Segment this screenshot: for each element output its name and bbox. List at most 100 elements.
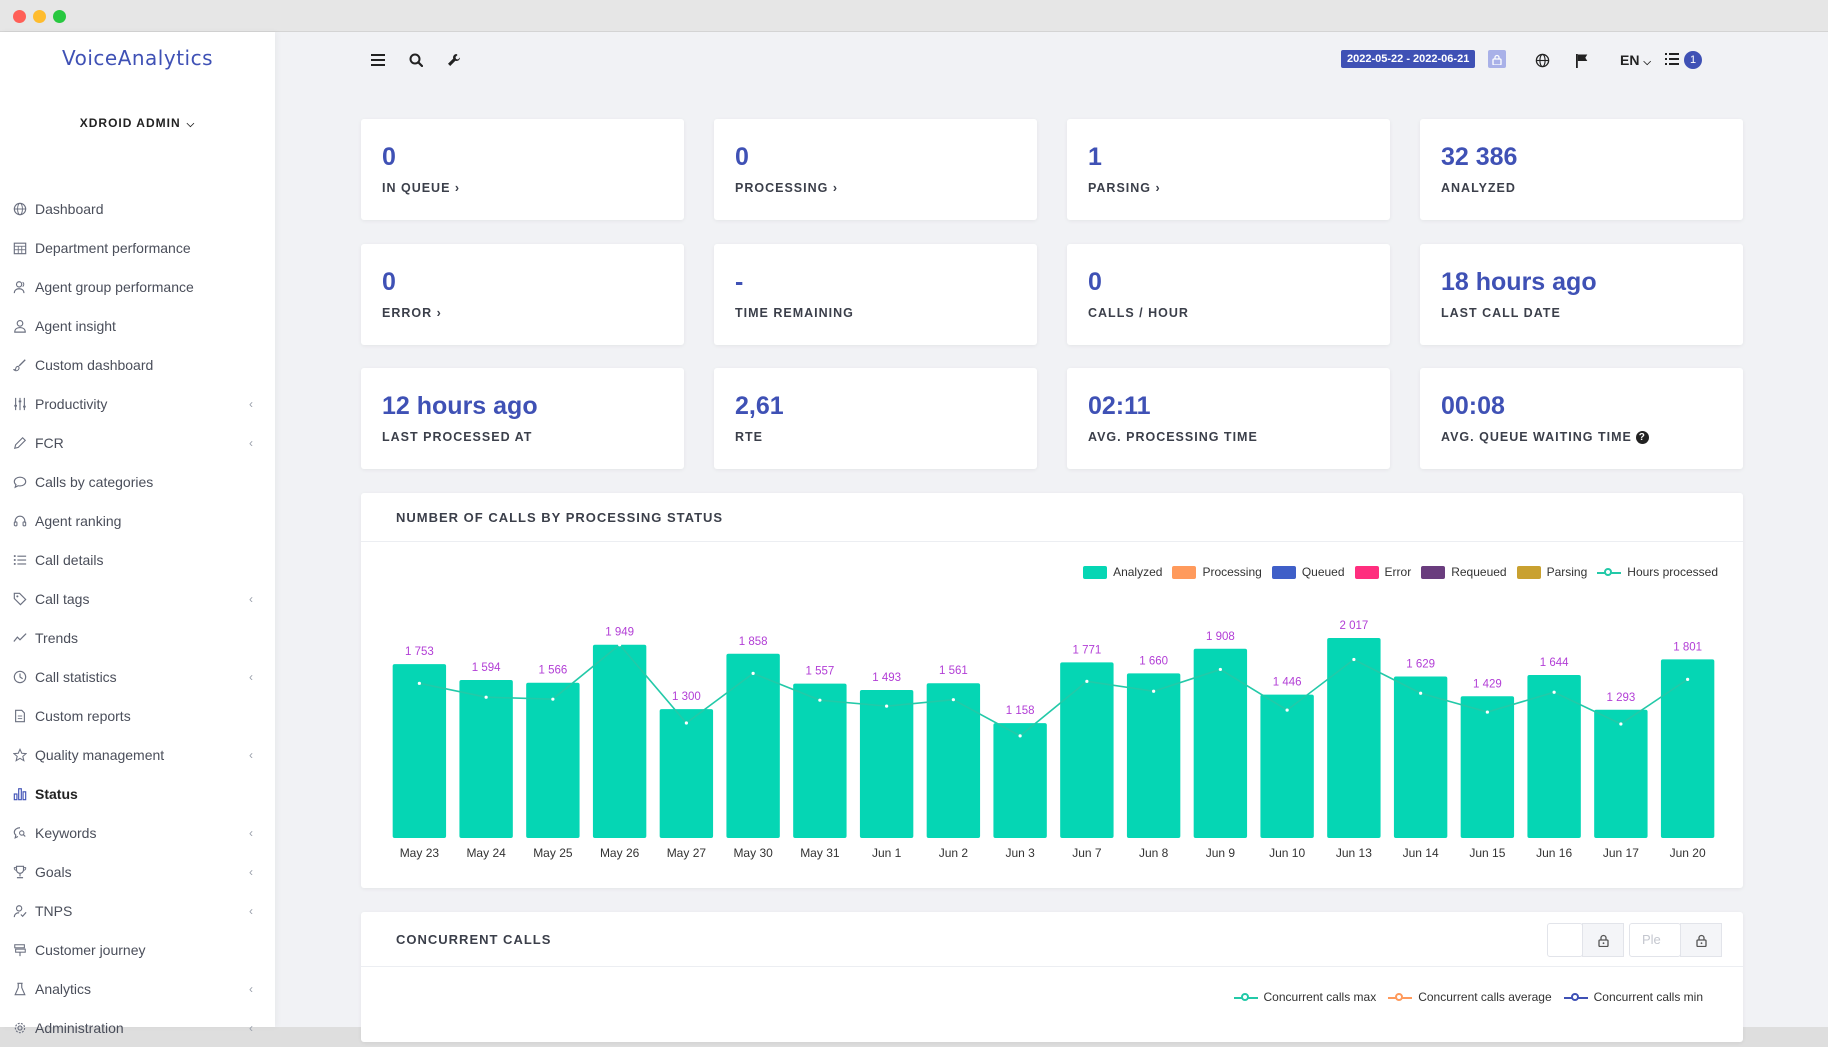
legend-item[interactable]: Queued xyxy=(1271,565,1345,579)
lock-icon[interactable] xyxy=(1582,923,1624,957)
date-input-end[interactable]: Ple xyxy=(1629,923,1681,957)
sidebar-item-administration[interactable]: Administration ‹ xyxy=(0,1008,275,1047)
chevron-left-icon: ‹ xyxy=(249,826,253,840)
maximize-window-button[interactable] xyxy=(53,10,66,23)
sidebar-item-agent-group-performance[interactable]: Agent group performance xyxy=(0,267,275,306)
lock-icon[interactable] xyxy=(1680,923,1722,957)
chevron-down-icon: ⌵ xyxy=(1643,57,1651,68)
notification-badge[interactable]: 1 xyxy=(1684,51,1702,69)
sidebar: VoiceAnalytics XDROID ADMIN ⌵ Dashboard De… xyxy=(0,32,275,1036)
chart-bar[interactable] xyxy=(793,683,847,838)
list-icon xyxy=(13,553,27,567)
sidebar-item-agent-ranking[interactable]: Agent ranking xyxy=(0,501,275,540)
chart-bar[interactable] xyxy=(1193,648,1248,838)
legend-label: Parsing xyxy=(1546,565,1588,579)
chart-bar[interactable] xyxy=(1660,659,1715,838)
legend-swatch xyxy=(1354,565,1379,579)
date-input-start[interactable] xyxy=(1547,923,1583,957)
minimize-window-button[interactable] xyxy=(33,10,46,23)
x-tick-label: Jun 20 xyxy=(1670,846,1706,860)
stat-label-text: CALLS / HOUR xyxy=(1088,306,1189,320)
stat-label-text: IN QUEUE › xyxy=(382,181,461,195)
sidebar-item-agent-insight[interactable]: Agent insight xyxy=(0,306,275,345)
chart-bar[interactable] xyxy=(1327,638,1381,838)
chart-bar[interactable] xyxy=(1527,674,1581,838)
chart-bar[interactable] xyxy=(1260,694,1314,838)
sidebar-item-goals[interactable]: Goals ‹ xyxy=(0,852,275,891)
chart-bar[interactable] xyxy=(526,682,580,838)
chart-bar[interactable] xyxy=(1393,676,1448,838)
help-icon[interactable]: ? xyxy=(1635,431,1649,444)
legend-item[interactable]: Hours processed xyxy=(1597,565,1718,579)
chart-bar[interactable] xyxy=(1126,673,1181,838)
stat-value: 12 hours ago xyxy=(382,392,538,420)
flag-icon[interactable] xyxy=(1572,50,1592,70)
legend-item[interactable]: Processing xyxy=(1172,565,1262,579)
stat-label: PROCESSING › xyxy=(735,181,838,195)
hours-processed-point xyxy=(484,695,488,699)
sidebar-item-custom-reports[interactable]: Custom reports xyxy=(0,696,275,735)
language-selector[interactable]: EN ⌵ xyxy=(1620,52,1651,68)
chart-bar[interactable] xyxy=(459,679,513,838)
sidebar-item-call-details[interactable]: Call details xyxy=(0,540,275,579)
legend-item[interactable]: Concurrent calls average xyxy=(1388,990,1552,1004)
sidebar-item-quality-management[interactable]: Quality management ‹ xyxy=(0,735,275,774)
globe-icon[interactable] xyxy=(1532,50,1552,70)
date-range-picker[interactable]: 2022-05-22 - 2022-06-21 xyxy=(1341,50,1476,68)
chart-bar[interactable] xyxy=(726,653,780,838)
sidebar-item-custom-dashboard[interactable]: Custom dashboard xyxy=(0,345,275,384)
data-label: 1 566 xyxy=(538,665,567,677)
sidebar-item-trends[interactable]: Trends xyxy=(0,618,275,657)
x-tick-label: Jun 17 xyxy=(1603,846,1639,860)
sidebar-item-analytics[interactable]: Analytics ‹ xyxy=(0,969,275,1008)
stat-card[interactable]: 1 PARSING › xyxy=(1067,119,1390,220)
lock-icon[interactable] xyxy=(1488,50,1506,68)
stat-card: 2,61 RTE xyxy=(714,368,1037,469)
stat-card[interactable]: 0 ERROR › xyxy=(361,244,684,345)
stat-card[interactable]: 0 IN QUEUE › xyxy=(361,119,684,220)
flask-icon xyxy=(13,982,27,996)
chart-bar[interactable] xyxy=(659,709,714,838)
legend-swatch xyxy=(1421,565,1446,579)
task-list-icon[interactable] xyxy=(1665,52,1681,71)
concurrent-calls-panel: CONCURRENT CALLS Ple Concurrent calls ma… xyxy=(361,912,1743,1042)
trend-icon xyxy=(13,631,27,645)
chart-bar[interactable] xyxy=(1594,709,1648,838)
chart-bar[interactable] xyxy=(926,683,981,838)
legend-item[interactable]: Analyzed xyxy=(1083,565,1162,579)
hamburger-menu-icon[interactable] xyxy=(368,50,388,70)
stat-label: TIME REMAINING xyxy=(735,306,854,320)
legend-item[interactable]: Error xyxy=(1354,565,1411,579)
chart-bar[interactable] xyxy=(993,723,1047,838)
sidebar-item-tnps[interactable]: TNPS ‹ xyxy=(0,891,275,930)
sidebar-item-keywords[interactable]: Keywords ‹ xyxy=(0,813,275,852)
chart-bar[interactable] xyxy=(1460,696,1515,838)
close-window-button[interactable] xyxy=(13,10,26,23)
legend-label: Queued xyxy=(1301,565,1345,579)
sidebar-item-customer-journey[interactable]: Customer journey xyxy=(0,930,275,969)
hours-processed-point xyxy=(885,704,889,708)
sidebar-item-fcr[interactable]: FCR ‹ xyxy=(0,423,275,462)
wrench-icon[interactable] xyxy=(444,50,464,70)
legend-item[interactable]: Requeued xyxy=(1421,565,1507,579)
sidebar-item-status[interactable]: Status xyxy=(0,774,275,813)
chart-bar[interactable] xyxy=(859,689,914,838)
sidebar-item-label: Dashboard xyxy=(35,200,104,217)
chart-bar[interactable] xyxy=(592,644,647,838)
legend-item[interactable]: Parsing xyxy=(1516,565,1588,579)
user-menu[interactable]: XDROID ADMIN ⌵ xyxy=(0,116,275,130)
x-tick-label: Jun 14 xyxy=(1403,846,1439,860)
search-icon[interactable] xyxy=(406,50,426,70)
stat-card[interactable]: 0 PROCESSING › xyxy=(714,119,1037,220)
sidebar-item-calls-by-categories[interactable]: Calls by categories xyxy=(0,462,275,501)
legend-item[interactable]: Concurrent calls max xyxy=(1233,990,1376,1004)
sidebar-item-call-tags[interactable]: Call tags ‹ xyxy=(0,579,275,618)
sidebar-item-dashboard[interactable]: Dashboard xyxy=(0,189,275,228)
sidebar-item-department-performance[interactable]: Department performance xyxy=(0,228,275,267)
legend-item[interactable]: Concurrent calls min xyxy=(1563,990,1703,1004)
sidebar-item-productivity[interactable]: Productivity ‹ xyxy=(0,384,275,423)
chart-bar[interactable] xyxy=(1060,662,1114,838)
app-logo[interactable]: VoiceAnalytics xyxy=(61,46,214,70)
chart-bar[interactable] xyxy=(392,664,447,838)
sidebar-item-call-statistics[interactable]: Call statistics ‹ xyxy=(0,657,275,696)
